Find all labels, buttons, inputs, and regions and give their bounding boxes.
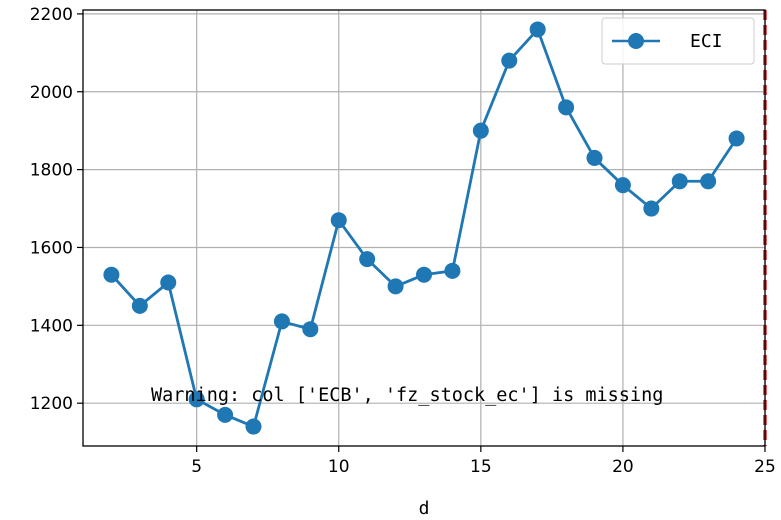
data-point xyxy=(103,266,120,283)
legend-marker-sample xyxy=(628,33,644,49)
data-point xyxy=(330,212,347,229)
data-point xyxy=(131,297,148,314)
plot-frame xyxy=(82,9,766,447)
data-point xyxy=(614,177,631,194)
x-axis-label: d xyxy=(419,498,430,519)
legend-label-eci: ECI xyxy=(690,31,723,52)
y-tick-label: 1200 xyxy=(30,394,73,414)
x-tick-label: 25 xyxy=(754,457,776,477)
series-line-eci xyxy=(110,28,738,428)
x-tick-label: 15 xyxy=(470,457,492,477)
data-point xyxy=(188,391,205,408)
data-point xyxy=(529,21,546,38)
legend: ECI xyxy=(601,17,755,65)
data-point xyxy=(472,122,489,139)
x-tick-label: 10 xyxy=(328,457,350,477)
data-point xyxy=(217,406,234,423)
y-tick-label: 1400 xyxy=(30,316,73,336)
data-point xyxy=(273,313,290,330)
data-point xyxy=(558,99,575,116)
y-tick-label: 2000 xyxy=(30,83,73,103)
data-point xyxy=(501,52,518,69)
data-point xyxy=(700,173,717,190)
series-layer xyxy=(103,21,745,435)
data-point xyxy=(302,321,319,338)
data-point xyxy=(359,251,376,268)
data-point xyxy=(245,418,262,435)
y-tick-label: 2200 xyxy=(30,5,73,25)
grid-lines xyxy=(83,10,766,446)
data-point xyxy=(643,200,660,217)
x-tick-label: 20 xyxy=(612,457,634,477)
data-point xyxy=(728,130,745,147)
axis-ticks: 5 10 15 20 25 1200 1400 1600 1800 2000 2200 xyxy=(30,5,776,477)
y-tick-label: 1800 xyxy=(30,161,73,181)
data-point xyxy=(416,266,432,283)
legend-box xyxy=(601,17,755,65)
data-point xyxy=(387,278,404,295)
x-tick-label: 5 xyxy=(191,457,202,477)
data-point xyxy=(671,173,688,190)
data-point xyxy=(160,274,177,291)
data-point xyxy=(444,262,461,279)
data-point xyxy=(586,149,603,166)
warning-annotation: Warning: col ['ECB', 'fz_stock_ec'] is m… xyxy=(151,385,663,406)
y-tick-label: 1600 xyxy=(30,238,73,258)
